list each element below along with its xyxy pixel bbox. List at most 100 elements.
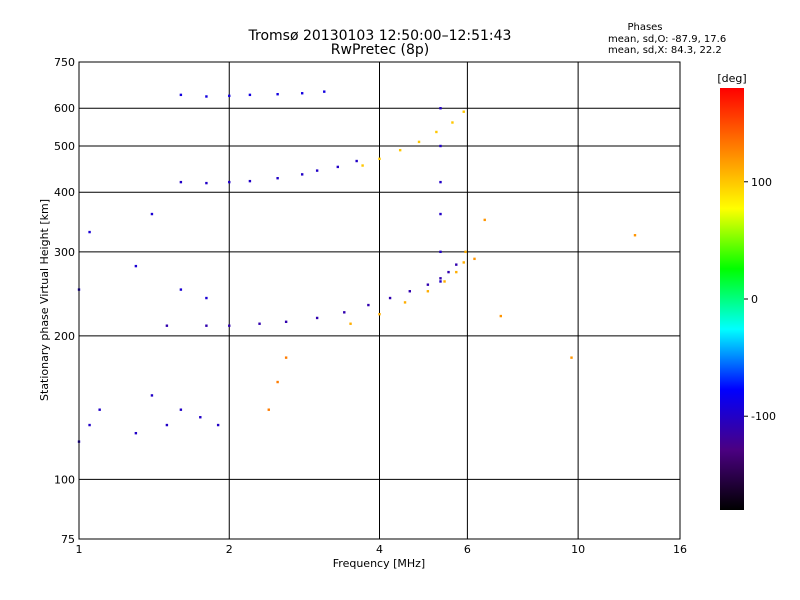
data-point-1-6 <box>343 311 346 314</box>
data-point-2-4 <box>439 144 442 148</box>
data-point-0-0 <box>179 180 183 184</box>
data-point-4-0 <box>349 322 352 325</box>
data-point-7-5 <box>205 296 208 300</box>
stats-o-mode: mean, sd,O: -87.9, 17.6 <box>608 34 726 45</box>
data-point-9-4 <box>633 234 637 237</box>
y-tick-label-2: 200 <box>54 330 75 343</box>
data-point-3-3 <box>417 140 421 144</box>
data-point-4-6 <box>462 261 465 264</box>
colorbar-tick-label-2: -100 <box>751 410 776 423</box>
y-tick-label-1: 100 <box>54 473 75 486</box>
data-point-6-2 <box>98 408 101 411</box>
data-point-3-6 <box>462 110 465 113</box>
y-axis-label: Stationary phase Virtual Height [km] <box>38 199 51 401</box>
data-point-3-4 <box>435 130 438 134</box>
data-point-0-7 <box>336 165 340 169</box>
y-tick-label-0: 75 <box>61 533 75 546</box>
data-point-8-0 <box>267 408 270 411</box>
colorbar <box>720 88 744 510</box>
y-axis-ticks: 75 100 200 300 400 500 600 750 <box>54 56 75 546</box>
data-point-8-1 <box>276 380 279 384</box>
data-point-3-1 <box>378 157 381 161</box>
data-point-1-2 <box>228 324 231 327</box>
data-point-1-1 <box>205 324 208 327</box>
y-tick-label-7: 750 <box>54 56 75 69</box>
data-point-4-7 <box>464 250 467 254</box>
data-point-1-8 <box>388 296 392 300</box>
data-point-5-6 <box>323 90 326 93</box>
stats-x-mode: mean, sd,X: 84.3, 22.2 <box>608 45 722 56</box>
data-point-1-9 <box>408 290 411 293</box>
plot-frame <box>78 61 681 540</box>
colorbar-tick-label-1: 0 <box>751 293 758 306</box>
data-point-2-1 <box>439 250 442 254</box>
data-point-2-2 <box>439 212 442 216</box>
data-point-7-1 <box>88 230 91 234</box>
data-point-1-10 <box>426 283 430 286</box>
data-point-7-3 <box>150 212 154 216</box>
grid-lines <box>78 61 681 540</box>
data-points <box>77 90 637 443</box>
data-point-8-2 <box>284 356 288 359</box>
data-point-0-2 <box>228 180 231 184</box>
x-tick-label-0: 1 <box>76 543 83 556</box>
data-point-4-1 <box>378 312 381 316</box>
data-point-0-6 <box>315 169 319 172</box>
data-point-2-5 <box>439 107 442 110</box>
data-point-7-2 <box>134 264 138 268</box>
y-tick-label-5: 500 <box>54 140 75 153</box>
data-point-0-8 <box>355 159 358 163</box>
colorbar-label: [deg] <box>717 72 746 85</box>
data-point-1-0 <box>165 324 169 327</box>
data-point-5-0 <box>179 93 183 97</box>
data-point-1-4 <box>284 320 288 323</box>
data-point-0-1 <box>205 181 208 185</box>
y-tick-label-3: 300 <box>54 246 75 259</box>
x-tick-label-5: 16 <box>673 543 687 556</box>
data-point-5-3 <box>248 93 252 97</box>
data-point-3-2 <box>398 148 402 152</box>
colorbar-tick-label-0: 100 <box>751 176 772 189</box>
data-point-2-0 <box>439 280 442 283</box>
x-tick-label-3: 6 <box>464 543 471 556</box>
data-point-1-13 <box>455 263 458 266</box>
data-point-7-4 <box>179 288 183 291</box>
x-tick-label-1: 2 <box>226 543 233 556</box>
data-point-6-6 <box>179 408 183 411</box>
data-point-3-0 <box>361 164 364 167</box>
data-point-1-3 <box>258 322 261 325</box>
data-point-1-5 <box>315 316 319 320</box>
data-point-0-3 <box>248 179 252 183</box>
data-point-6-1 <box>88 423 91 427</box>
data-point-5-4 <box>276 93 279 96</box>
data-point-4-2 <box>403 301 407 304</box>
data-point-6-8 <box>216 423 220 427</box>
data-point-9-0 <box>473 257 476 261</box>
stats-heading: Phases <box>627 22 662 33</box>
data-point-3-5 <box>451 121 454 124</box>
x-tick-label-4: 10 <box>571 543 585 556</box>
data-point-2-3 <box>439 180 442 184</box>
x-axis-ticks: 1 2 4 6 10 16 <box>76 543 688 556</box>
data-point-6-5 <box>165 423 169 427</box>
data-point-4-4 <box>443 280 446 283</box>
data-point-6-4 <box>150 394 154 397</box>
chart-subtitle: RwPretec (8p) <box>331 42 429 58</box>
data-point-1-7 <box>367 303 370 307</box>
data-point-0-4 <box>276 177 279 180</box>
data-point-5-5 <box>300 92 304 95</box>
data-point-9-2 <box>499 314 503 318</box>
data-point-9-3 <box>570 356 573 359</box>
data-point-4-5 <box>455 270 458 274</box>
data-point-6-3 <box>134 431 138 435</box>
data-point-6-7 <box>199 416 202 419</box>
data-point-1-11 <box>439 277 442 280</box>
data-point-1-12 <box>447 270 450 274</box>
x-axis-label: Frequency [MHz] <box>333 557 425 570</box>
data-point-9-1 <box>483 218 486 222</box>
x-tick-label-2: 4 <box>376 543 383 556</box>
data-point-4-3 <box>426 290 430 293</box>
colorbar-ticks: 100 0 -100 <box>744 176 776 423</box>
data-point-0-5 <box>300 173 304 176</box>
